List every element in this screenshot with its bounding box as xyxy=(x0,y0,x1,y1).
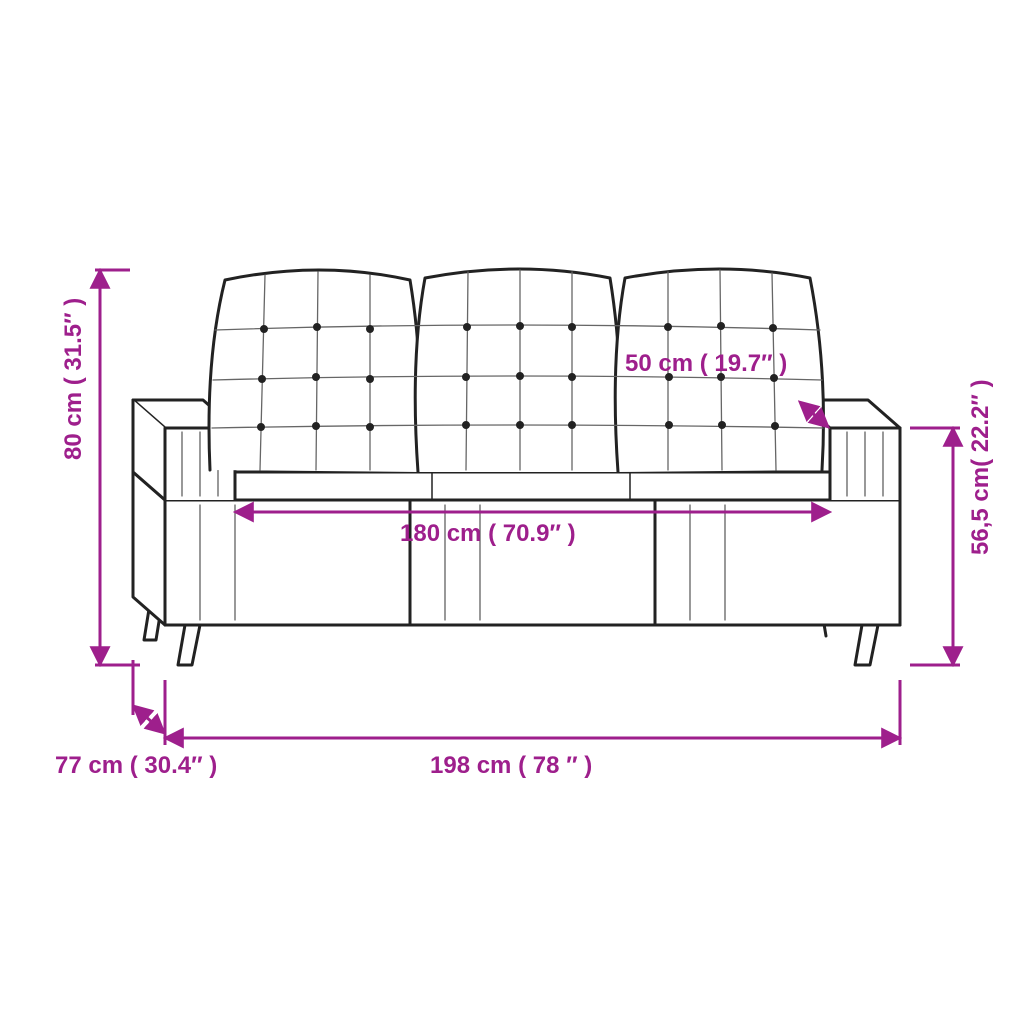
dim-arm-height: 56,5 cm( 22.2″ ) xyxy=(967,379,995,555)
sofa-dimension-diagram xyxy=(0,0,1024,1024)
dim-overall-width: 198 cm ( 78 ″ ) xyxy=(430,752,592,780)
dim-depth: 77 cm ( 30.4″ ) xyxy=(55,752,217,780)
dim-overall-height: 80 cm ( 31.5″ ) xyxy=(60,298,88,460)
dim-seat-width: 180 cm ( 70.9″ ) xyxy=(400,520,576,548)
dim-seat-depth: 50 cm ( 19.7″ ) xyxy=(625,350,787,378)
sofa-outline xyxy=(133,269,900,665)
